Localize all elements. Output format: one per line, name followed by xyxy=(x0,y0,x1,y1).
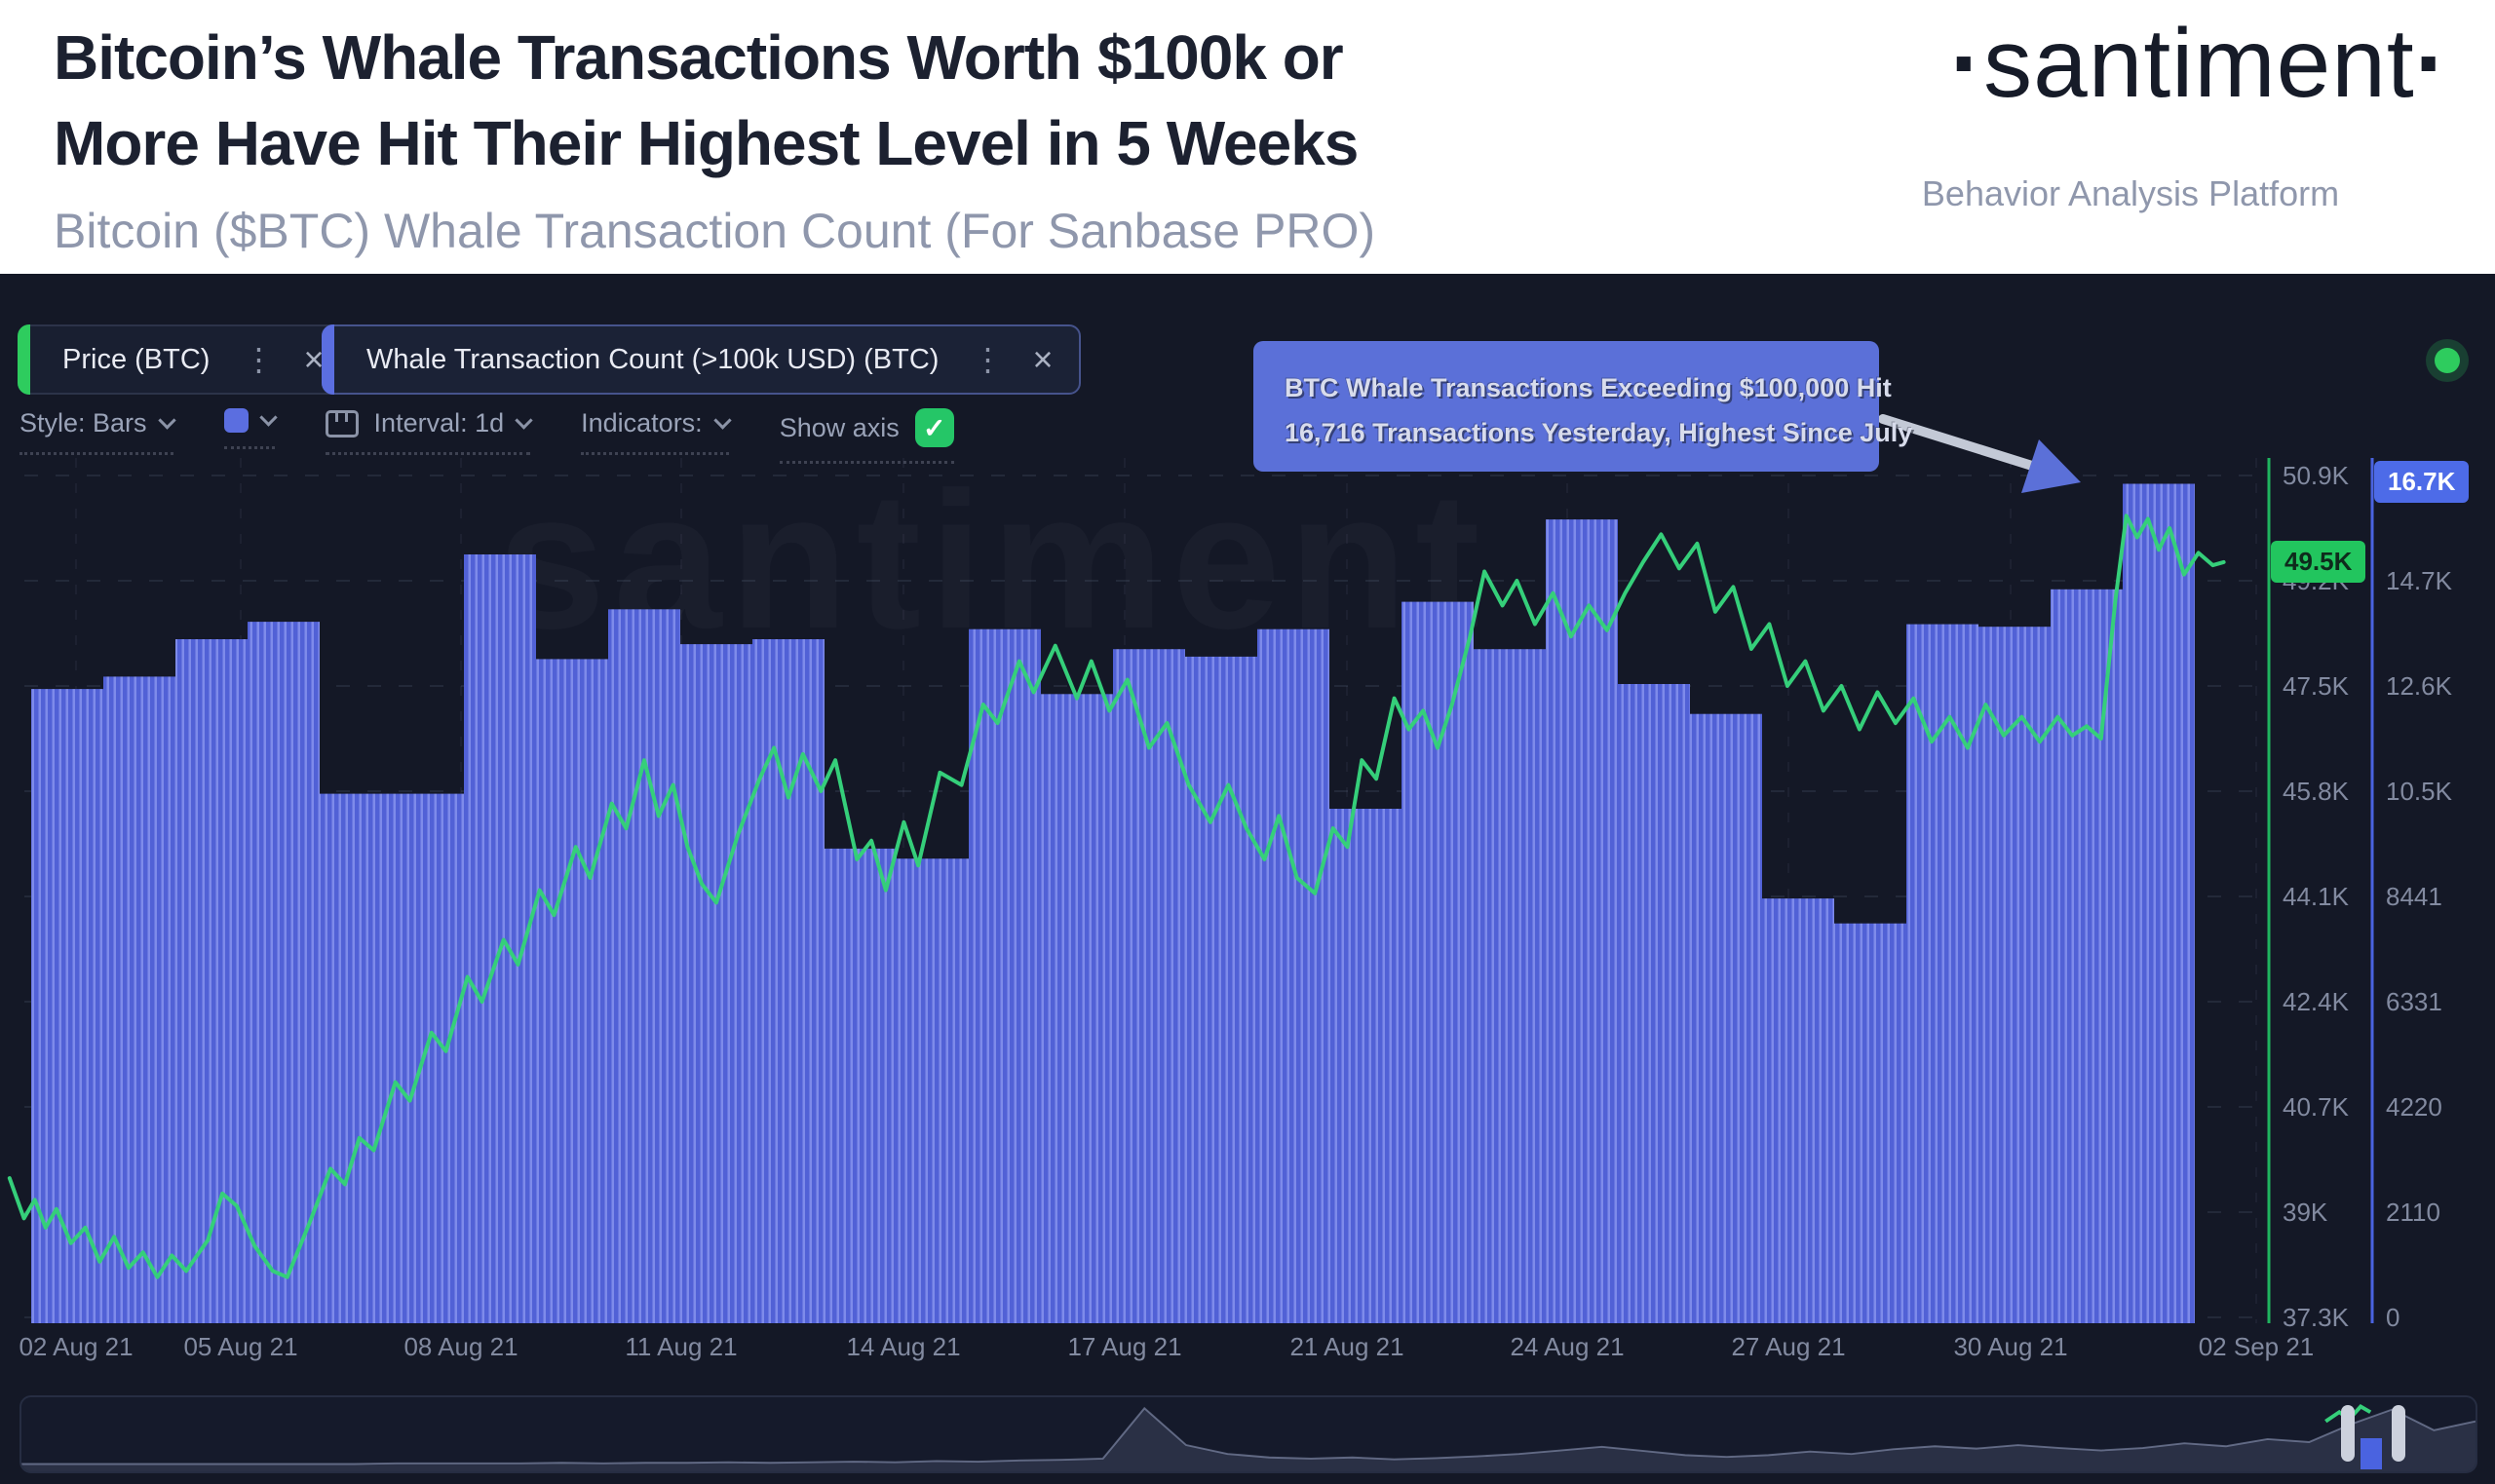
chevron-down-icon xyxy=(712,411,732,430)
count-tick: 14.7K xyxy=(2386,566,2452,595)
annotation-line2: 16,716 Transactions Yesterday, Highest S… xyxy=(1285,418,1913,447)
indicators-label: Indicators: xyxy=(581,408,703,438)
x-label: 08 Aug 21 xyxy=(403,1332,518,1361)
whale-series-label: Whale Transaction Count (>100k USD) (BTC… xyxy=(366,343,940,375)
whale-series-menu-icon[interactable]: ⋮ xyxy=(972,342,1004,377)
whale-count-bars xyxy=(31,483,2195,1323)
count-tick: 12.6K xyxy=(2386,671,2452,701)
logo-right-dot: · xyxy=(2414,9,2448,118)
price-tick: 37.3K xyxy=(2283,1303,2349,1332)
price-series-menu-icon[interactable]: ⋮ xyxy=(243,342,275,377)
x-label: 11 Aug 21 xyxy=(625,1332,738,1361)
style-label: Style: Bars xyxy=(19,408,147,438)
navigator-handle-left[interactable] xyxy=(2341,1405,2355,1462)
price-tick: 44.1K xyxy=(2283,882,2349,911)
price-tick: 45.8K xyxy=(2283,777,2349,806)
live-status-indicator xyxy=(2435,348,2460,373)
x-label: 27 Aug 21 xyxy=(1731,1332,1846,1361)
current-price-badge: 49.5K xyxy=(2271,541,2366,583)
x-label: 05 Aug 21 xyxy=(183,1332,298,1361)
price-tick: 42.4K xyxy=(2283,987,2349,1016)
brand-tagline: Behavior Analysis Platform xyxy=(1921,173,2340,213)
series-color-dropdown[interactable] xyxy=(223,408,278,449)
chart-panel: santiment Price (BTC) ⋮ × Whale Transact… xyxy=(0,274,2495,1484)
count-tick: 10.5K xyxy=(2386,777,2452,806)
brand-block: ·santiment· Behavior Analysis Platform xyxy=(1809,0,2452,253)
series-tab-price[interactable]: Price (BTC) ⋮ × xyxy=(18,324,352,395)
indicators-dropdown[interactable]: Indicators: xyxy=(581,408,732,455)
chevron-down-icon xyxy=(515,411,533,430)
show-axis-toggle[interactable]: Show axis ✓ xyxy=(779,408,954,464)
x-label: 02 Aug 21 xyxy=(19,1332,134,1361)
count-tick: 0 xyxy=(2386,1303,2400,1332)
count-tick: 4220 xyxy=(2386,1092,2442,1122)
range-navigator[interactable] xyxy=(19,1395,2477,1473)
chart-plot[interactable] xyxy=(0,274,2495,1484)
current-count-badge: 16.7K xyxy=(2374,461,2470,503)
price-line xyxy=(7,514,2226,1279)
x-label: 17 Aug 21 xyxy=(1067,1332,1182,1361)
logo-wordmark: santiment xyxy=(1983,9,2415,118)
interval-dropdown[interactable]: Interval: 1d xyxy=(325,408,533,455)
count-tick: 8441 xyxy=(2386,882,2442,911)
x-label: 14 Aug 21 xyxy=(846,1332,961,1361)
series-color-chip xyxy=(223,408,249,433)
header: Bitcoin’s Whale Transactions Worth $100k… xyxy=(0,0,2495,274)
whale-series-close-icon[interactable]: × xyxy=(1032,339,1054,379)
show-axis-checkbox[interactable]: ✓ xyxy=(914,408,954,447)
price-series-close-icon[interactable]: × xyxy=(303,339,325,379)
annotation-line1: BTC Whale Transactions Exceeding $100,00… xyxy=(1285,373,1892,402)
chart-controls: Style: Bars Interval: 1d Indicators: Sho… xyxy=(19,408,1005,464)
annotation-arrow-line xyxy=(1878,414,2037,471)
chevron-down-icon xyxy=(258,408,278,427)
price-tick: 40.7K xyxy=(2283,1092,2349,1122)
x-label: 21 Aug 21 xyxy=(1289,1332,1404,1361)
page-title-line2: More Have Hit Their Highest Level in 5 W… xyxy=(54,108,1359,178)
page-subtitle: Bitcoin ($BTC) Whale Transaction Count (… xyxy=(54,204,1376,258)
x-label: 02 Sep 21 xyxy=(2198,1332,2315,1361)
navigator-handle-right[interactable] xyxy=(2392,1405,2405,1462)
series-tab-whale-count[interactable]: Whale Transaction Count (>100k USD) (BTC… xyxy=(322,324,1081,395)
price-series-accent xyxy=(18,324,30,395)
interval-label: Interval: 1d xyxy=(373,408,505,438)
show-axis-label: Show axis xyxy=(779,412,900,442)
navigator-sparkline xyxy=(21,1404,2476,1471)
whale-series-accent xyxy=(322,324,334,395)
logo-left-dot: · xyxy=(1949,9,1984,118)
style-dropdown[interactable]: Style: Bars xyxy=(19,408,176,455)
annotation-callout: BTC Whale Transactions Exceeding $100,00… xyxy=(1253,341,1913,472)
count-tick: 2110 xyxy=(2386,1198,2440,1227)
price-tick: 50.9K xyxy=(2283,461,2349,490)
count-tick: 6331 xyxy=(2386,987,2442,1016)
annotation-arrow-head-icon xyxy=(2021,439,2081,493)
price-tick: 47.5K xyxy=(2283,671,2349,701)
navigator-selected-range[interactable] xyxy=(2361,1438,2382,1469)
chevron-down-icon xyxy=(157,411,176,430)
interval-icon xyxy=(325,409,359,438)
x-label: 24 Aug 21 xyxy=(1510,1332,1625,1361)
price-series-label: Price (BTC) xyxy=(62,343,211,375)
x-label: 30 Aug 21 xyxy=(1953,1332,2068,1361)
santiment-logo: ·santiment· xyxy=(1950,8,2448,120)
page-title-line1: Bitcoin’s Whale Transactions Worth $100k… xyxy=(54,22,1344,93)
price-tick: 39K xyxy=(2283,1198,2328,1227)
